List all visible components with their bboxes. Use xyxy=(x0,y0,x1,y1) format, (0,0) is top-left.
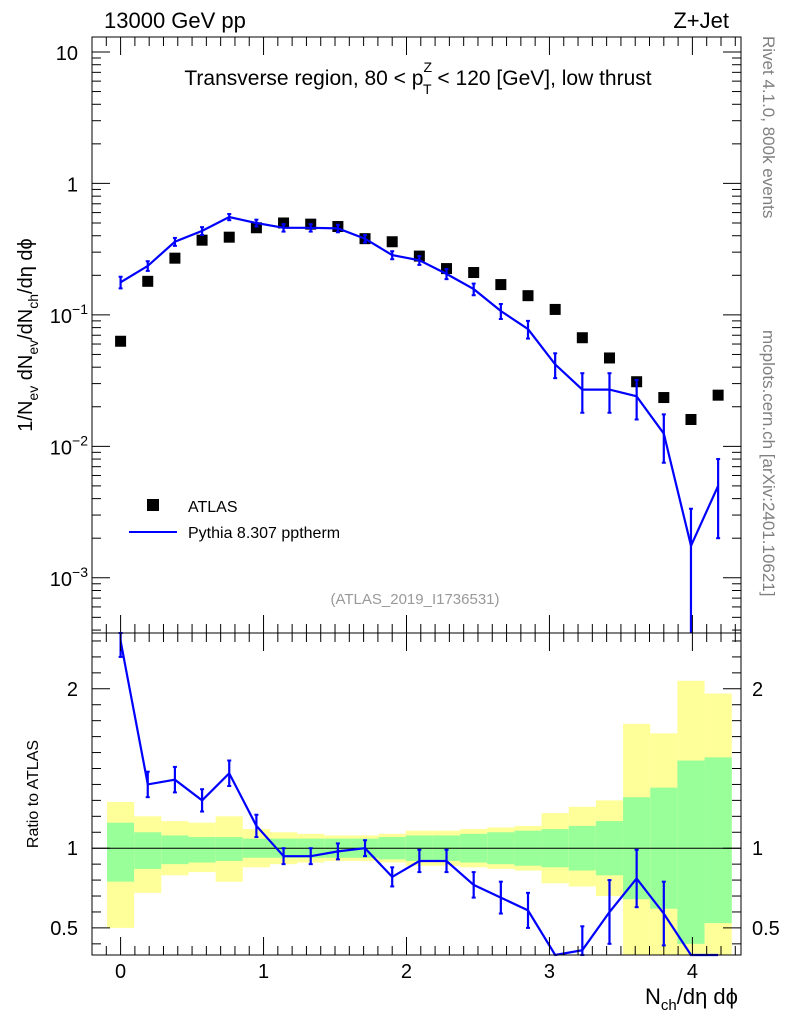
atlas-data-point xyxy=(115,335,127,347)
ratio-band-inner xyxy=(107,822,135,882)
y-tick-label: 10−1 xyxy=(50,301,88,328)
ratio-frame xyxy=(91,632,742,956)
ratio-y-tick-label-left: 0.5 xyxy=(50,918,78,940)
main-frame xyxy=(91,36,742,634)
ratio-y-tick-label-left: 2 xyxy=(67,679,78,701)
ratio-band-inner xyxy=(704,757,732,924)
x-tick-label: 3 xyxy=(544,961,555,983)
ratio-y-label: Ratio to ATLAS xyxy=(25,740,42,848)
x-tick-label: 1 xyxy=(258,961,269,983)
rivet-label: Rivet 4.1.0, 800k events xyxy=(759,36,778,218)
atlas-data-point xyxy=(522,290,534,302)
atlas-data-point xyxy=(223,231,235,243)
atlas-data-point xyxy=(278,217,290,229)
legend: ATLAS Pythia 8.307 pptherm xyxy=(129,499,340,542)
x-tick-label: 4 xyxy=(687,961,698,983)
legend-label-atlas: ATLAS xyxy=(188,499,238,516)
atlas-data-point xyxy=(603,352,615,364)
atlas-data-point xyxy=(142,275,154,287)
atlas-data-point xyxy=(658,392,670,404)
reference-id: (ATLAS_2019_I1736531) xyxy=(330,591,499,608)
ratio-y-tick-label-right: 2 xyxy=(752,679,763,701)
y-tick-label: 1 xyxy=(67,174,78,196)
y-axis-label: 1/Nev dNev/dNch/dη dϕ xyxy=(15,238,41,431)
atlas-data-point xyxy=(495,279,507,291)
y-tick-label: 10−2 xyxy=(50,432,88,459)
ratio-y-tick-label-right: 1 xyxy=(752,838,763,860)
atlas-data-point xyxy=(196,234,208,246)
atlas-data-point xyxy=(576,332,588,344)
ratio-band-inner xyxy=(134,832,162,869)
mcplots-label: mcplots.cern.ch [arXiv:2401.10621] xyxy=(759,330,778,596)
atlas-data-point xyxy=(250,222,262,234)
x-tick-label: 0 xyxy=(115,961,126,983)
ratio-y-tick-label-right: 0.5 xyxy=(752,918,780,940)
atlas-data-point xyxy=(712,389,724,401)
header-right: Z+Jet xyxy=(673,8,729,33)
atlas-data-point xyxy=(468,267,480,279)
ratio-panel xyxy=(107,680,732,955)
atlas-data-point xyxy=(549,303,561,315)
pythia-series-line xyxy=(120,215,720,550)
ratio-band-inner xyxy=(188,837,216,863)
y-tick-label: 10 xyxy=(56,43,78,65)
header-left: 13000 GeV pp xyxy=(104,8,246,33)
ratio-y-tick-label-left: 1 xyxy=(67,838,78,860)
ratio-band-inner xyxy=(677,760,705,944)
legend-label-pythia: Pythia 8.307 pptherm xyxy=(188,525,340,542)
x-tick-label: 2 xyxy=(401,961,412,983)
ratio-band-inner xyxy=(215,837,243,861)
chart-title: Transverse region, 80 < pZ T < 120 [GeV],… xyxy=(184,59,651,97)
atlas-data-point xyxy=(169,252,181,264)
atlas-data-point xyxy=(386,236,398,248)
ratio-band-inner xyxy=(161,835,189,865)
atlas-data-point xyxy=(685,413,697,425)
y-tick-label: 10−3 xyxy=(50,564,88,591)
x-axis-label: Nch/dη dϕ xyxy=(645,984,738,1014)
legend-marker-atlas xyxy=(147,499,159,511)
